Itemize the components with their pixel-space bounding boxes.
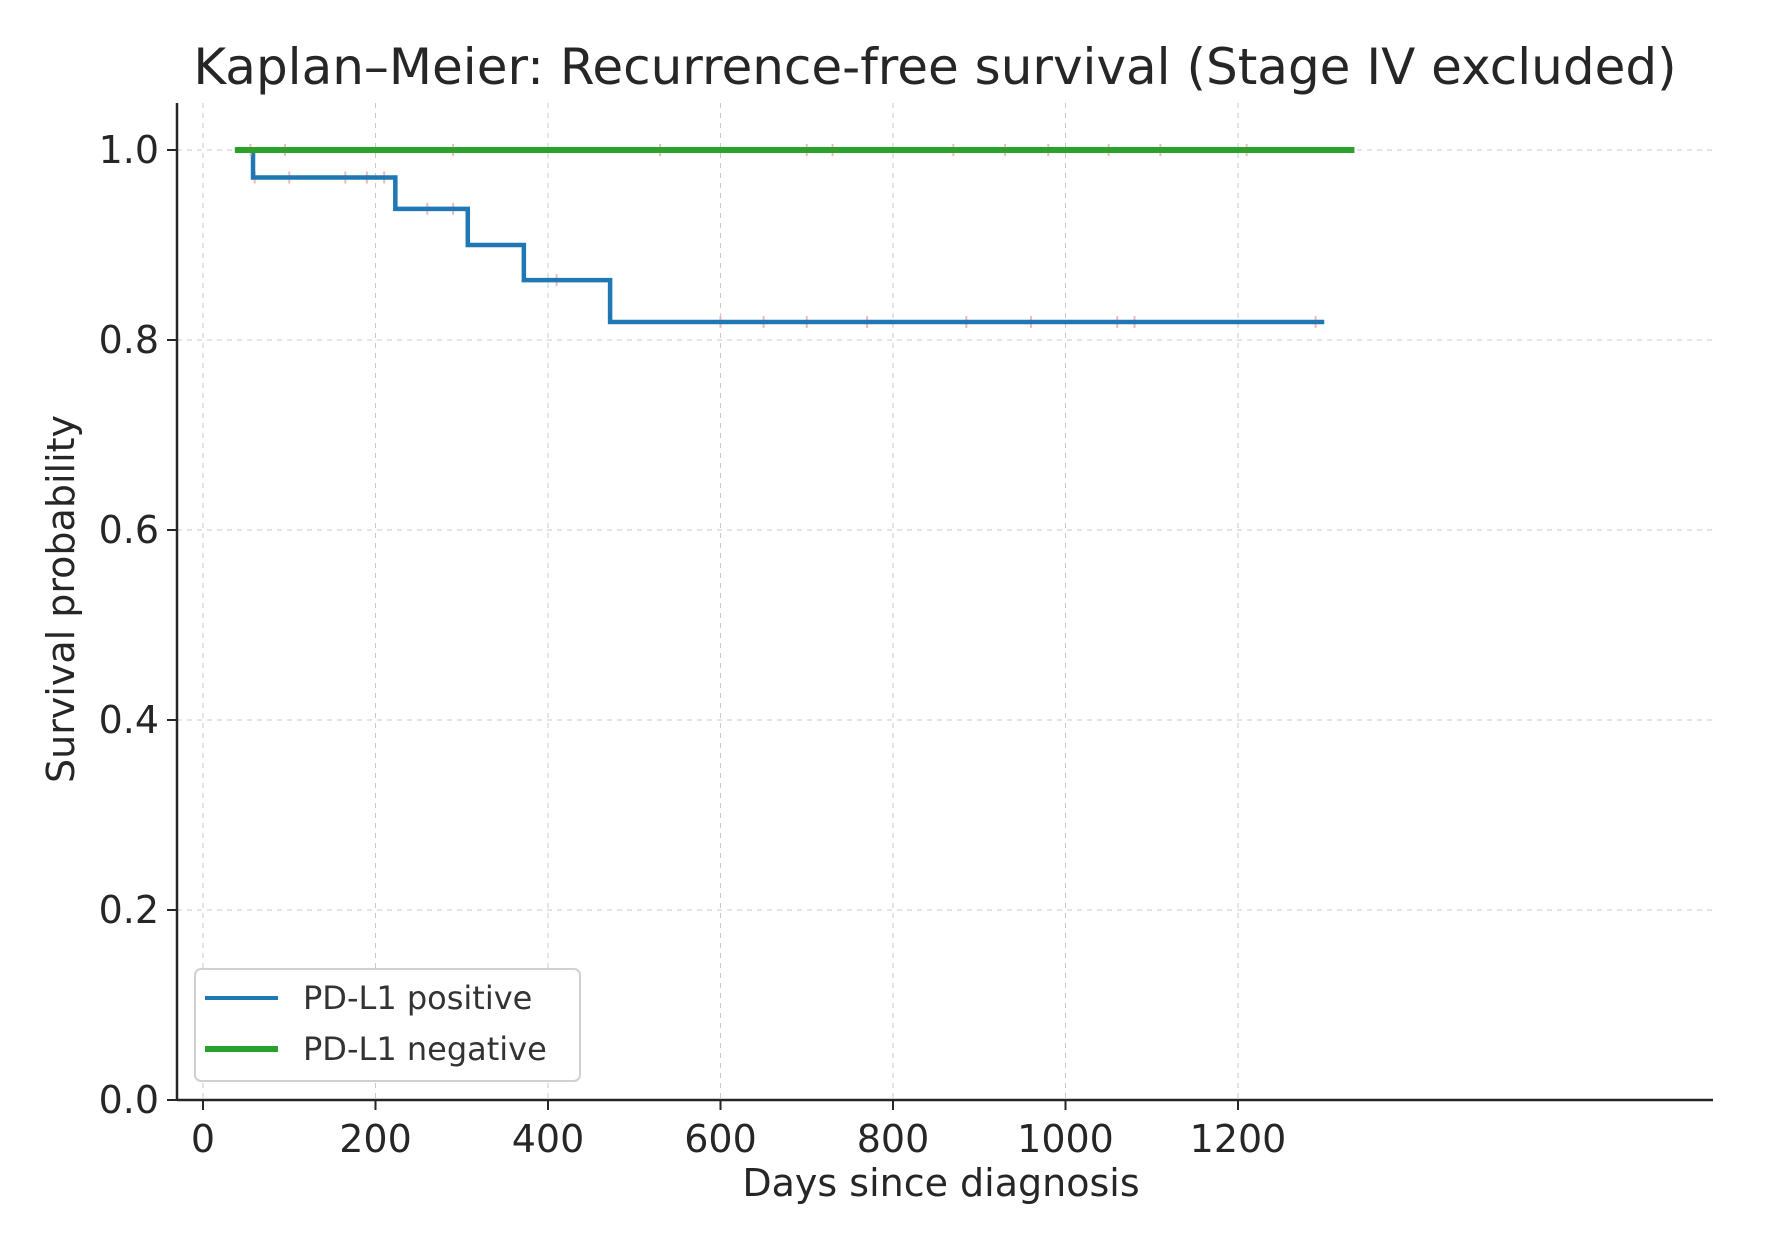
x-tick-label: 200 bbox=[339, 1117, 412, 1161]
x-tick-label: 1200 bbox=[1190, 1117, 1287, 1161]
x-axis-label: Days since diagnosis bbox=[742, 1161, 1139, 1205]
axes-spines bbox=[175, 103, 1713, 1102]
legend-label-pdl1-negative: PD-L1 negative bbox=[303, 1030, 547, 1068]
y-tick-label: 1.0 bbox=[99, 128, 159, 172]
y-tick-label: 0.4 bbox=[99, 698, 159, 742]
y-axis-ticks: 0.0 0.2 0.4 0.6 0.8 1.0 bbox=[99, 128, 177, 1122]
y-tick-label: 0.6 bbox=[99, 508, 159, 552]
legend-label-pdl1-positive: PD-L1 positive bbox=[303, 979, 532, 1017]
series-pdl1-negative bbox=[234, 144, 1355, 156]
series-pdl1-positive bbox=[234, 147, 1325, 328]
y-tick-label: 0.0 bbox=[99, 1078, 159, 1122]
legend-box bbox=[194, 968, 581, 1082]
survival-curves bbox=[234, 144, 1355, 328]
x-tick-label: 600 bbox=[684, 1117, 757, 1161]
y-tick-label: 0.8 bbox=[99, 318, 159, 362]
x-tick-label: 800 bbox=[857, 1117, 930, 1161]
legend: PD-L1 positive PD-L1 negative bbox=[194, 968, 581, 1082]
y-tick-label: 0.2 bbox=[99, 888, 159, 932]
x-axis-ticks: 0 200 400 600 800 1000 1200 bbox=[191, 1100, 1286, 1161]
y-axis-label: Survival probability bbox=[39, 415, 83, 783]
chart-title: Kaplan–Meier: Recurrence-free survival (… bbox=[193, 38, 1676, 96]
survival-curve-line bbox=[234, 147, 1325, 325]
x-tick-label: 1000 bbox=[1017, 1117, 1114, 1161]
x-tick-label: 400 bbox=[512, 1117, 585, 1161]
grid-lines bbox=[177, 103, 1713, 1101]
x-tick-label: 0 bbox=[191, 1117, 215, 1161]
